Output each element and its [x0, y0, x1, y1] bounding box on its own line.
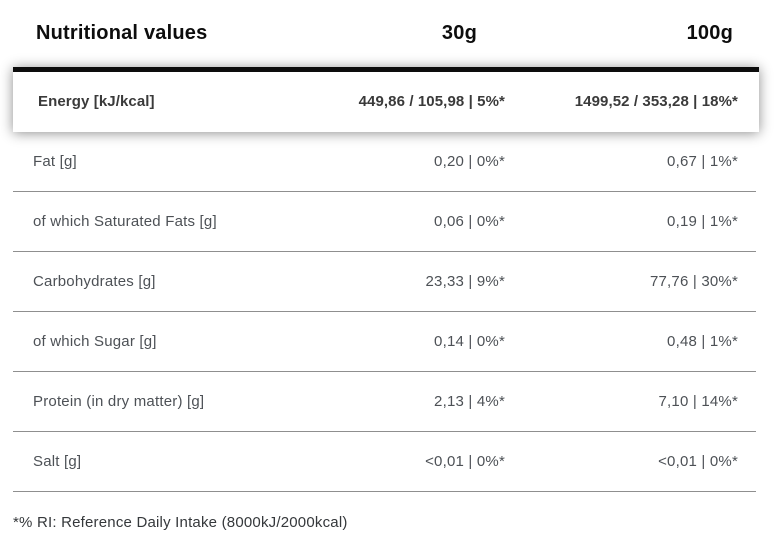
row-value-30g: 23,33 | 9%* — [425, 272, 505, 290]
row-label: Salt [g] — [33, 452, 82, 470]
column-header-30g: 30g — [441, 22, 477, 44]
row-value-100g: 0,48 | 1%* — [667, 332, 738, 350]
row-value-30g: <0,01 | 0%* — [425, 452, 505, 470]
row-value-100g: 77,76 | 30%* — [649, 272, 738, 290]
row-value-30g: 0,20 | 0%* — [434, 152, 505, 170]
table-row-saturated-fats: of which Saturated Fats [g] 0,06 | 0%* 0… — [13, 192, 756, 252]
row-value-100g: 7,10 | 14%* — [658, 392, 738, 410]
row-label: Energy [kJ/kcal] — [38, 93, 155, 110]
table-header-row: Nutritional values 30g 100g — [13, 0, 756, 67]
column-header-100g: 100g — [686, 22, 733, 44]
table-row-energy: Energy [kJ/kcal] 449,86 / 105,98 | 5%* 1… — [13, 72, 759, 132]
row-label: of which Saturated Fats [g] — [33, 212, 217, 230]
row-label: Fat [g] — [33, 152, 77, 170]
table-row-fat: Fat [g] 0,20 | 0%* 0,67 | 1%* — [13, 132, 756, 192]
header-cell-title: Nutritional values — [13, 22, 305, 45]
table-row-protein: Protein (in dry matter) [g] 2,13 | 4%* 7… — [13, 372, 756, 432]
table-row-carbohydrates: Carbohydrates [g] 23,33 | 9%* 77,76 | 30… — [13, 252, 756, 312]
energy-card: Energy [kJ/kcal] 449,86 / 105,98 | 5%* 1… — [13, 67, 759, 132]
row-label: Carbohydrates [g] — [33, 272, 156, 290]
page-title: Nutritional values — [36, 22, 208, 44]
table-row-salt: Salt [g] <0,01 | 0%* <0,01 | 0%* — [13, 432, 756, 492]
row-value-30g: 0,14 | 0%* — [434, 332, 505, 350]
row-value-30g: 0,06 | 0%* — [434, 212, 505, 230]
row-label: Protein (in dry matter) [g] — [33, 392, 205, 410]
table-row-sugar: of which Sugar [g] 0,14 | 0%* 0,48 | 1%* — [13, 312, 756, 372]
header-cell-serving: 30g — [305, 22, 505, 45]
header-cell-per100: 100g — [505, 22, 756, 45]
row-value-30g: 449,86 / 105,98 | 5%* — [358, 93, 505, 110]
row-label: of which Sugar [g] — [33, 332, 157, 350]
row-value-100g: 0,67 | 1%* — [667, 152, 738, 170]
reference-intake-footnote: *% RI: Reference Daily Intake (8000kJ/20… — [13, 514, 348, 531]
table-body: Fat [g] 0,20 | 0%* 0,67 | 1%* of which S… — [0, 132, 776, 492]
row-value-30g: 2,13 | 4%* — [434, 392, 505, 410]
row-value-100g: <0,01 | 0%* — [658, 452, 738, 470]
row-value-100g: 0,19 | 1%* — [667, 212, 738, 230]
row-value-100g: 1499,52 / 353,28 | 18%* — [574, 93, 738, 110]
